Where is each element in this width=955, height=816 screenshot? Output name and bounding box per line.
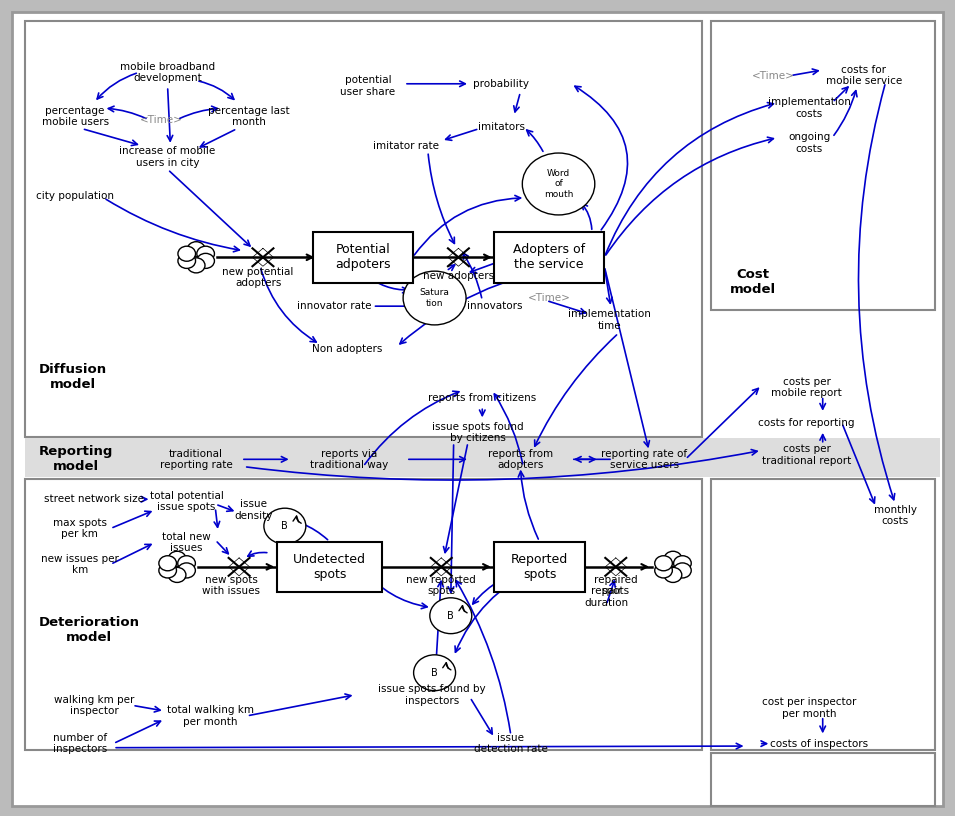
- Text: max spots
per km: max spots per km: [53, 518, 107, 539]
- Text: innovators: innovators: [467, 301, 522, 311]
- Text: <Time>: <Time>: [139, 114, 182, 125]
- Text: implementation
costs: implementation costs: [768, 97, 851, 119]
- Text: costs per
traditional report: costs per traditional report: [762, 445, 851, 466]
- Circle shape: [403, 271, 466, 325]
- Circle shape: [178, 246, 196, 261]
- Text: reports via
traditional way: reports via traditional way: [309, 449, 388, 470]
- Text: new issues per
km: new issues per km: [41, 553, 118, 575]
- Circle shape: [664, 567, 682, 583]
- Text: ongoing
costs: ongoing costs: [788, 132, 831, 154]
- Text: Reporting
model: Reporting model: [39, 446, 114, 473]
- Text: number of
inspectors: number of inspectors: [53, 733, 107, 755]
- Text: <Time>: <Time>: [752, 71, 795, 81]
- Text: costs per
mobile report: costs per mobile report: [771, 377, 842, 398]
- Circle shape: [673, 556, 691, 570]
- FancyBboxPatch shape: [494, 232, 604, 282]
- Text: costs for
mobile service: costs for mobile service: [825, 64, 902, 86]
- Text: Deterioration
model: Deterioration model: [39, 615, 139, 644]
- Text: mobile broadband
development: mobile broadband development: [120, 61, 215, 83]
- Circle shape: [159, 556, 177, 570]
- Text: repaired
spots: repaired spots: [594, 574, 638, 596]
- Text: percentage last
month: percentage last month: [208, 105, 289, 127]
- Circle shape: [264, 508, 306, 544]
- Circle shape: [414, 654, 456, 690]
- FancyBboxPatch shape: [25, 479, 702, 750]
- FancyBboxPatch shape: [711, 21, 935, 310]
- FancyBboxPatch shape: [25, 21, 702, 437]
- Text: potential
user share: potential user share: [340, 75, 395, 97]
- Circle shape: [159, 563, 177, 578]
- Text: Undetected
spots: Undetected spots: [293, 553, 366, 581]
- Text: implementation
time: implementation time: [567, 309, 650, 330]
- Text: <Time>: <Time>: [527, 293, 570, 303]
- FancyBboxPatch shape: [12, 12, 943, 805]
- Text: new spots
with issues: new spots with issues: [202, 574, 261, 596]
- Text: issue spots found by
inspectors: issue spots found by inspectors: [378, 684, 485, 706]
- Circle shape: [655, 556, 672, 570]
- Circle shape: [181, 245, 211, 270]
- Circle shape: [187, 242, 205, 257]
- Circle shape: [430, 598, 472, 634]
- Text: costs of inspectors: costs of inspectors: [770, 738, 868, 748]
- FancyBboxPatch shape: [313, 232, 414, 282]
- Text: Non adopters: Non adopters: [311, 344, 382, 354]
- Text: Diffusion
model: Diffusion model: [39, 363, 107, 391]
- Text: Word
of
mouth: Word of mouth: [543, 169, 573, 199]
- Text: new reported
spots: new reported spots: [407, 574, 477, 596]
- Text: new potential
adopters: new potential adopters: [223, 267, 294, 289]
- FancyBboxPatch shape: [711, 752, 935, 805]
- FancyBboxPatch shape: [494, 542, 584, 592]
- Circle shape: [162, 554, 192, 579]
- Circle shape: [655, 563, 672, 578]
- Text: traditional
reporting rate: traditional reporting rate: [159, 449, 233, 470]
- Text: imitators: imitators: [478, 122, 525, 132]
- Text: issue
density: issue density: [234, 499, 272, 521]
- Circle shape: [673, 563, 691, 578]
- Text: Satura
tion: Satura tion: [419, 288, 450, 308]
- Text: reporting rate of
service users: reporting rate of service users: [602, 449, 688, 470]
- Text: total walking km
per month: total walking km per month: [167, 705, 254, 727]
- Text: new adopters: new adopters: [423, 271, 494, 281]
- Text: innovator rate: innovator rate: [297, 301, 371, 311]
- Text: Adopters of
the service: Adopters of the service: [513, 243, 585, 271]
- Text: issue spots found
by citizens: issue spots found by citizens: [432, 422, 523, 443]
- Circle shape: [658, 554, 689, 579]
- Text: imitator rate: imitator rate: [373, 140, 439, 151]
- Text: percentage
mobile users: percentage mobile users: [41, 105, 109, 127]
- Text: B: B: [432, 667, 438, 678]
- Text: walking km per
inspector: walking km per inspector: [54, 694, 135, 716]
- Circle shape: [178, 253, 196, 268]
- Text: Cost
model: Cost model: [731, 268, 776, 295]
- Text: Potential
adpoters: Potential adpoters: [335, 243, 391, 271]
- Circle shape: [522, 153, 595, 215]
- Text: issue
detection rate: issue detection rate: [474, 733, 548, 755]
- Text: B: B: [448, 610, 455, 621]
- Text: B: B: [282, 521, 288, 531]
- Text: total new
issues: total new issues: [162, 531, 211, 553]
- Text: reports from citizens: reports from citizens: [428, 393, 537, 403]
- Circle shape: [168, 567, 186, 583]
- Text: increase of mobile
users in city: increase of mobile users in city: [119, 146, 216, 168]
- Text: cost per inspector
per month: cost per inspector per month: [762, 697, 857, 719]
- Text: street network size: street network size: [44, 494, 144, 504]
- Circle shape: [178, 556, 196, 570]
- Circle shape: [178, 563, 196, 578]
- Text: city population: city population: [36, 191, 114, 202]
- Text: monthly
costs: monthly costs: [874, 505, 917, 526]
- Text: probability: probability: [474, 79, 529, 89]
- Text: costs for reporting: costs for reporting: [758, 418, 855, 428]
- Circle shape: [664, 552, 682, 566]
- Circle shape: [197, 253, 215, 268]
- Circle shape: [187, 258, 205, 273]
- Text: repair
duration: repair duration: [584, 586, 628, 608]
- Text: reports from
adopters: reports from adopters: [488, 449, 553, 470]
- FancyBboxPatch shape: [277, 542, 382, 592]
- Circle shape: [168, 552, 186, 566]
- Text: total potential
issue spots: total potential issue spots: [150, 491, 223, 512]
- FancyBboxPatch shape: [711, 479, 935, 750]
- Circle shape: [197, 246, 215, 261]
- FancyBboxPatch shape: [25, 438, 940, 477]
- Text: Reported
spots: Reported spots: [511, 553, 568, 581]
